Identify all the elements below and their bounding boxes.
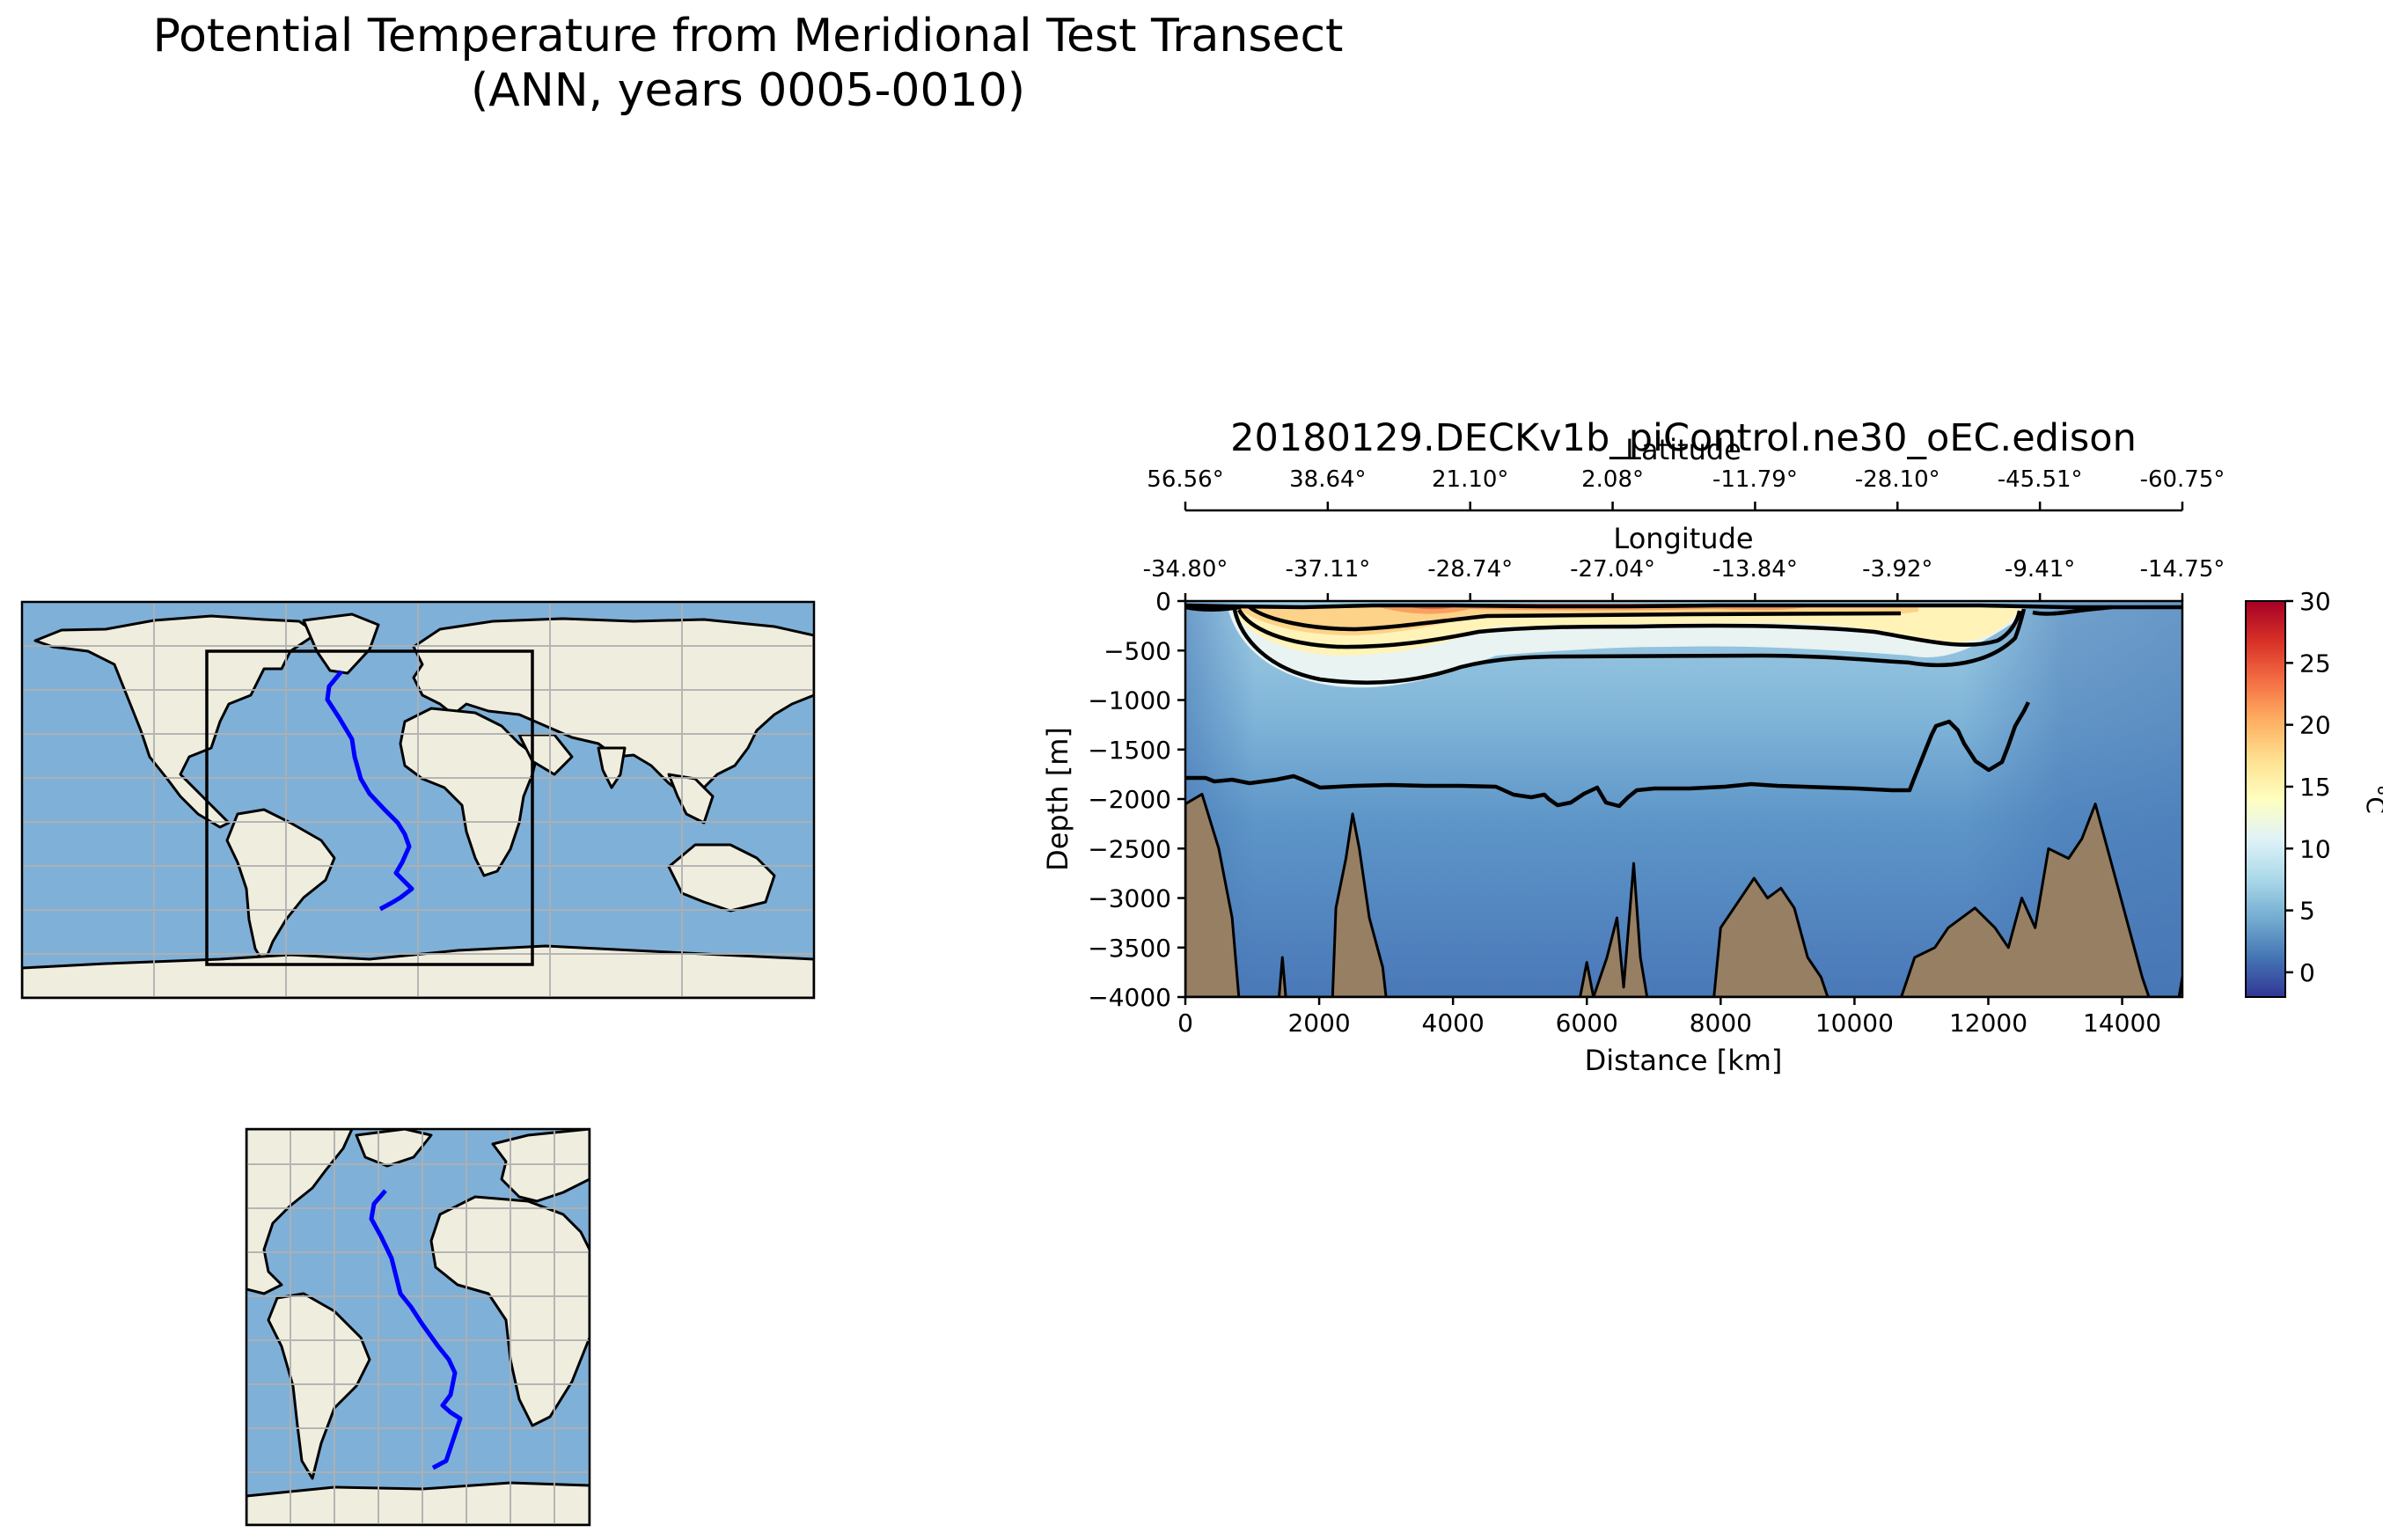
latitude-tick-label: 21.10° bbox=[1432, 466, 1508, 493]
latitude-tick-label: 2.08° bbox=[1581, 466, 1644, 493]
africa-land bbox=[399, 707, 539, 877]
greenland-land bbox=[302, 612, 380, 675]
longitude-axis: Longitude -34.80° -37.11° -28.74° -27.04° -1… bbox=[1143, 522, 2225, 601]
global-map bbox=[22, 602, 814, 998]
figure-title-line-1: Potential Temperature from Meridional Te… bbox=[152, 10, 1344, 62]
regional-antarctica-land bbox=[246, 1481, 590, 1525]
regional-transect-line bbox=[369, 1189, 463, 1470]
temperature-contours bbox=[1185, 603, 2182, 809]
y-tick-label: −1500 bbox=[1088, 736, 1171, 765]
longitude-tick-label: -34.80° bbox=[1143, 556, 1228, 583]
x-tick-label: 4000 bbox=[1422, 1008, 1485, 1038]
latitude-tick-label: 38.64° bbox=[1289, 466, 1366, 493]
latitude-axis-label: Latitude bbox=[1625, 433, 1741, 466]
longitude-tick-label: -14.75° bbox=[2140, 556, 2225, 583]
latitude-ticks: 56.56° 38.64° 21.10° 2.08° -11.79° -28.10° -45… bbox=[1147, 466, 2225, 510]
contour-2c bbox=[1185, 700, 2031, 809]
global-map-gridlines bbox=[22, 602, 814, 998]
latitude-tick-label: -11.79° bbox=[1712, 466, 1798, 493]
y-tick-label: −500 bbox=[1104, 636, 1171, 665]
figure-title: Potential Temperature from Meridional Te… bbox=[0, 9, 1496, 118]
contour-10c bbox=[1232, 608, 2027, 685]
longitude-axis-label: Longitude bbox=[1613, 522, 1753, 555]
latitude-tick-label: -28.10° bbox=[1855, 466, 1940, 493]
colorbar-ticks: 0 5 10 15 20 25 30 bbox=[2285, 587, 2331, 987]
australia-land bbox=[667, 843, 776, 913]
colorbar-tick-label: 30 bbox=[2299, 587, 2331, 616]
regional-north-america-land bbox=[246, 1129, 354, 1295]
south-america-land bbox=[225, 808, 336, 965]
colorbar-unit-label: °C bbox=[2361, 784, 2383, 814]
colorbar-gradient bbox=[2245, 600, 2286, 998]
latitude-axis: Latitude 56.56° 38.64° 21.10° 2.08° -11.79° -… bbox=[1147, 433, 2225, 512]
latitude-tick-label: -60.75° bbox=[2140, 466, 2225, 493]
distance-axis-ticks: 0 2000 4000 6000 8000 10000 12000 14000 bbox=[1177, 997, 2161, 1038]
x-tick-label: 0 bbox=[1177, 1008, 1193, 1038]
longitude-tick-label: -13.84° bbox=[1712, 556, 1798, 583]
colorbar-tick-label: 5 bbox=[2299, 897, 2315, 926]
longitude-tick-label: -28.74° bbox=[1427, 556, 1513, 583]
y-tick-label: −3000 bbox=[1088, 884, 1171, 913]
x-tick-label: 14000 bbox=[2083, 1008, 2161, 1038]
x-tick-label: 12000 bbox=[1949, 1008, 2027, 1038]
zoom-region-box bbox=[205, 649, 534, 966]
x-tick-label: 8000 bbox=[1690, 1008, 1752, 1038]
y-tick-label: −2500 bbox=[1088, 834, 1171, 863]
y-tick-label: −3500 bbox=[1088, 934, 1171, 963]
global-map-frame bbox=[20, 600, 816, 1000]
latitude-tick-label: -45.51° bbox=[1998, 466, 2083, 493]
colorbar: 0 5 10 15 20 25 30 °C bbox=[2245, 587, 2383, 998]
latitude-tick-label: 56.56° bbox=[1147, 466, 1223, 493]
longitude-tick-label: -37.11° bbox=[1285, 556, 1370, 583]
longitude-tick-label: -3.92° bbox=[1862, 556, 1932, 583]
regional-greenland-land bbox=[355, 1129, 433, 1168]
contour-18c bbox=[1248, 605, 1902, 632]
colorbar-tick-label: 20 bbox=[2299, 711, 2331, 740]
contour-26c bbox=[1185, 603, 2182, 610]
longitude-ticks: -34.80° -37.11° -28.74° -27.04° -13.84° -3.92… bbox=[1143, 556, 2225, 601]
longitude-tick-label: -27.04° bbox=[1570, 556, 1655, 583]
y-tick-label: −1000 bbox=[1088, 686, 1171, 715]
x-tick-label: 6000 bbox=[1556, 1008, 1618, 1038]
x-tick-label: 2000 bbox=[1287, 1008, 1350, 1038]
x-tick-label: 10000 bbox=[1815, 1008, 1894, 1038]
section-plot-area bbox=[1185, 601, 2182, 997]
contour-surface-right bbox=[2032, 605, 2113, 616]
colorbar-tick-label: 0 bbox=[2299, 958, 2315, 987]
contour-14c bbox=[1237, 608, 2022, 649]
depth-axis-label: Depth [m] bbox=[1041, 727, 1074, 871]
colorbar-tick-label: 10 bbox=[2299, 834, 2331, 863]
y-tick-label: −2000 bbox=[1088, 785, 1171, 814]
regional-map-frame bbox=[245, 1127, 591, 1527]
bathymetry-seafloor bbox=[1185, 792, 2182, 997]
figure-title-line-2: (ANN, years 0005-0010) bbox=[470, 64, 1026, 117]
contour-surface-left bbox=[1185, 605, 1242, 612]
distance-axis-label: Distance [km] bbox=[1585, 1044, 1783, 1077]
section-title: 20180129.DECKv1b_piControl.ne30_oEC.edis… bbox=[1230, 416, 2137, 460]
colorbar-tick-label: 15 bbox=[2299, 773, 2331, 802]
y-tick-label: 0 bbox=[1155, 587, 1171, 616]
longitude-tick-label: -9.41° bbox=[2005, 556, 2075, 583]
colorbar-tick-label: 25 bbox=[2299, 649, 2331, 678]
regional-map bbox=[246, 1129, 590, 1525]
y-tick-label: −4000 bbox=[1088, 983, 1171, 1012]
regional-map-gridlines bbox=[246, 1129, 590, 1525]
depth-axis-ticks: 0 −500 −1000 −1500 −2000 −2500 −3000 −3500 −4000 bbox=[1088, 587, 1185, 1012]
transect-line bbox=[325, 670, 414, 912]
